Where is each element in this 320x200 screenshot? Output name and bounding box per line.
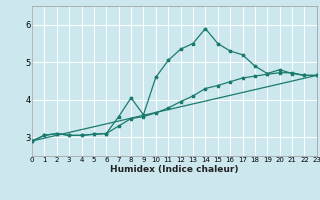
X-axis label: Humidex (Indice chaleur): Humidex (Indice chaleur): [110, 165, 239, 174]
